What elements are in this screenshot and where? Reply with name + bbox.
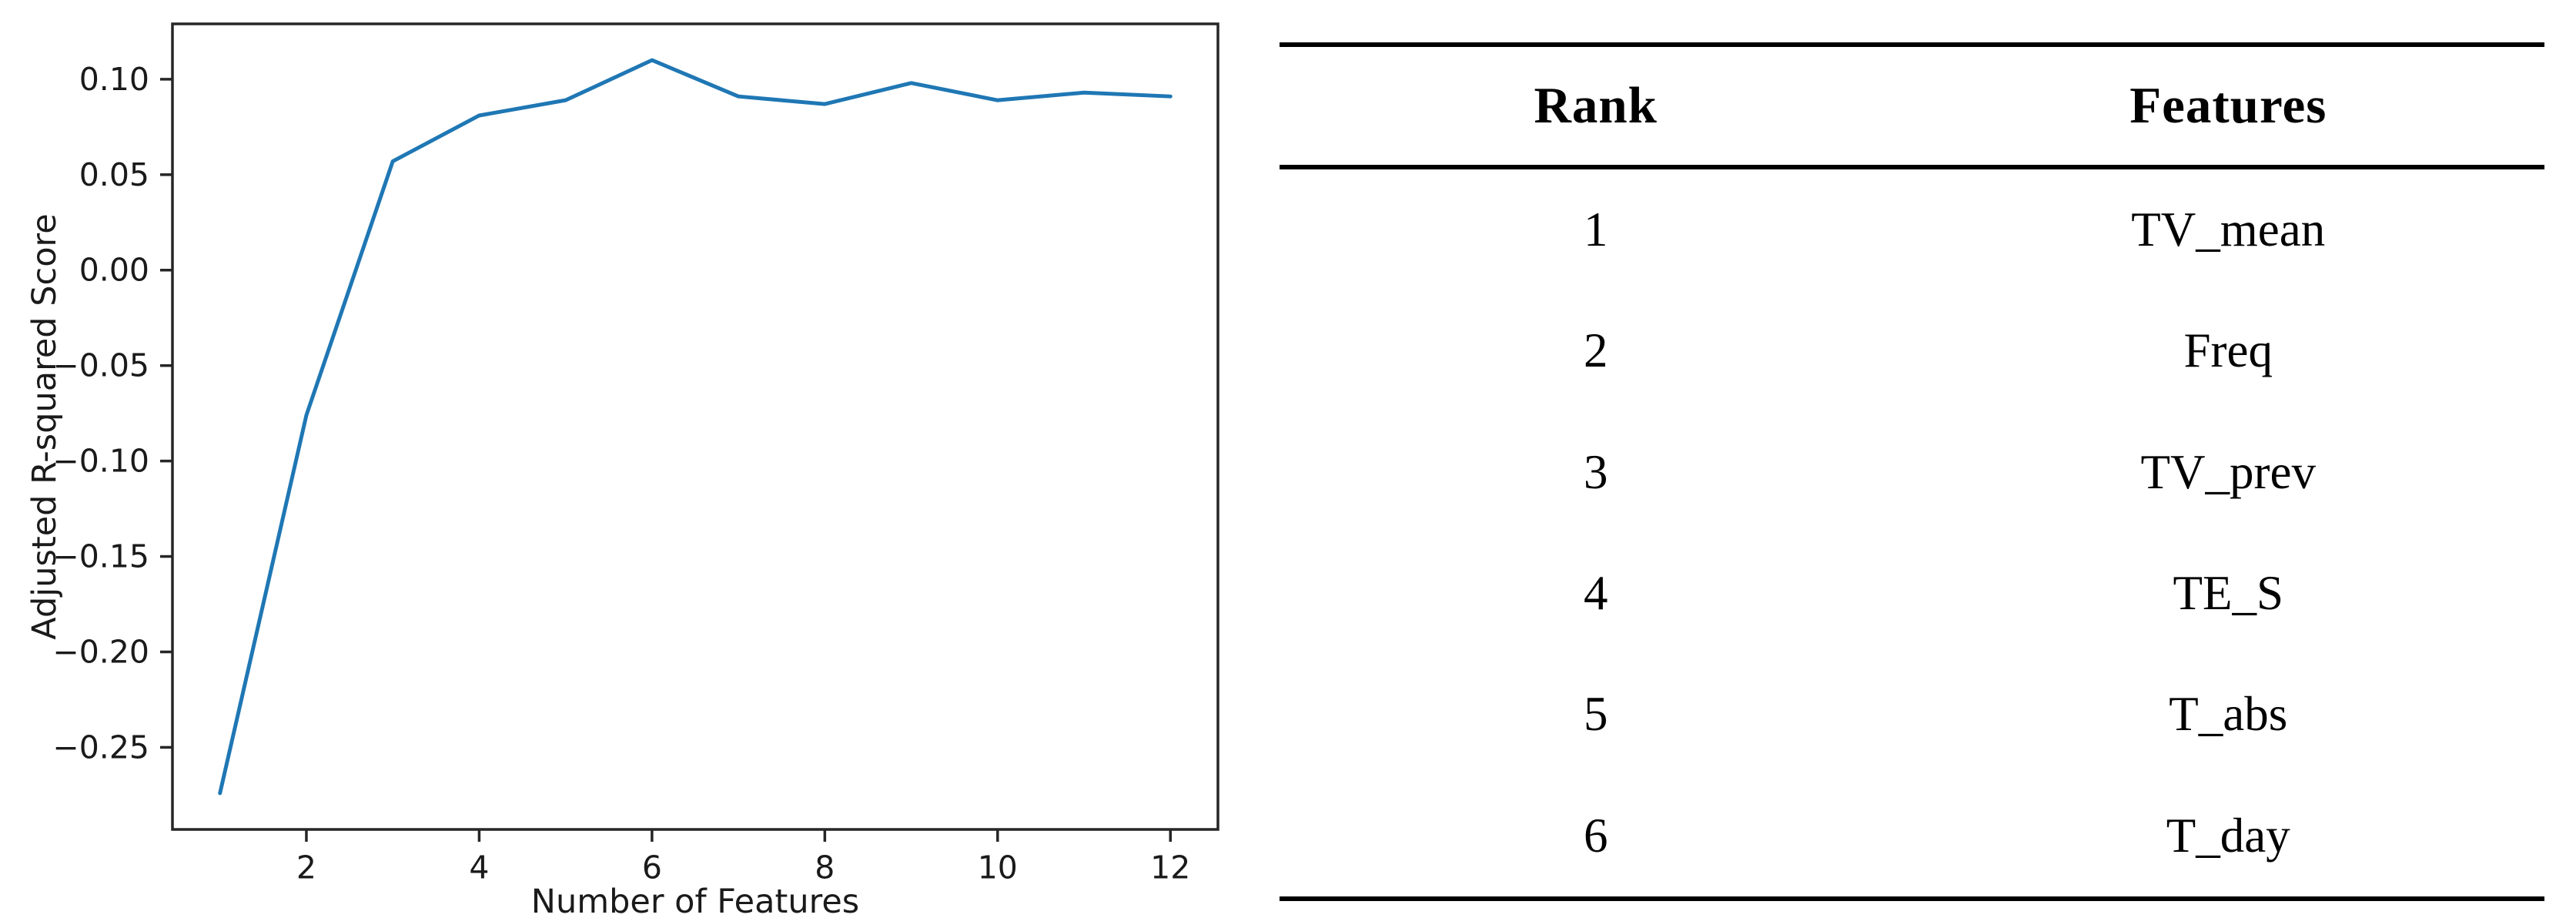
y-tick-label: −0.25 [52,729,149,766]
rank-cell: 4 [1584,566,1608,621]
y-tick-label: −0.10 [52,443,149,480]
adjusted-r2-line [218,58,1173,796]
y-axis-label: Adjusted R-squared Score [25,213,64,639]
y-tick-label: 0.10 [79,61,149,98]
x-tick-label: 12 [1150,849,1190,886]
y-tick-label: −0.05 [52,347,149,384]
rank-cell: 3 [1584,444,1608,499]
table-row: 6 T_day [1280,776,2544,896]
y-tick-label: 0.05 [79,156,149,193]
feature-cell: T_day [2166,808,2290,863]
x-tick-label: 6 [642,849,662,886]
y-tick-label: −0.15 [52,538,149,575]
feature-cell: Freq [2183,323,2273,378]
table-top-rule [1280,42,2544,47]
table-header-rule [1280,165,2544,169]
adjusted-r-squared-line-chart: 0.10 0.05 0.00 −0.05 −0.10 −0.15 −0.20 −0.25 2 4 6… [0,0,1280,918]
y-tick-label: −0.20 [52,633,149,670]
plot-frame [171,22,1219,831]
rank-cell: 2 [1584,323,1608,378]
x-tick-label: 8 [815,849,835,886]
table-header-rank: Rank [1534,77,1658,134]
table-row: 3 TV_prev [1280,412,2544,533]
feature-rank-table: Rank Features 1 TV_mean 2 Freq 3 TV_prev 4 TE_S… [1280,0,2544,918]
x-tick-label: 2 [296,849,316,886]
rank-cell: 1 [1584,203,1608,257]
rank-cell: 6 [1584,808,1608,863]
feature-cell: TV_mean [2131,203,2326,257]
feature-cell: TV_prev [2140,444,2316,499]
table-row: 5 T_abs [1280,654,2544,775]
table-body: 1 TV_mean 2 Freq 3 TV_prev 4 TE_S 5 T_abs 6 T_day [1280,169,2544,896]
table-bottom-rule [1280,896,2544,901]
y-tick-label: 0.00 [79,252,149,289]
x-tick-label: 4 [469,849,489,886]
table-header-row: Rank Features [1280,47,2544,165]
table-row: 4 TE_S [1280,533,2544,654]
table-row: 2 Freq [1280,290,2544,411]
chart-svg: 0.10 0.05 0.00 −0.05 −0.10 −0.15 −0.20 −0.25 2 4 6… [25,22,1219,918]
rank-cell: 5 [1584,687,1608,742]
table-row: 1 TV_mean [1280,169,2544,290]
feature-cell: TE_S [2173,566,2283,621]
x-tick-label: 10 [978,849,1018,886]
x-axis-label: Number of Features [531,883,859,918]
table-header-features: Features [2129,77,2327,134]
feature-cell: T_abs [2169,687,2288,742]
